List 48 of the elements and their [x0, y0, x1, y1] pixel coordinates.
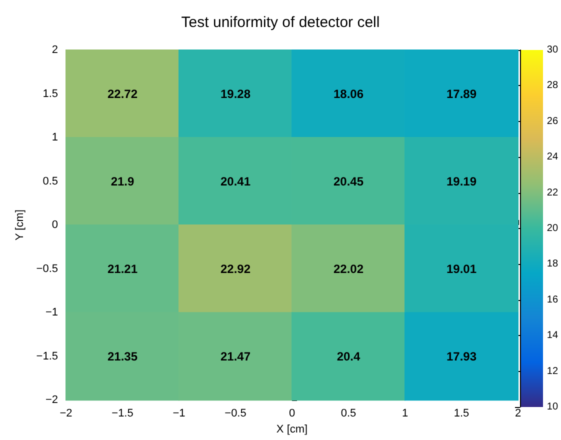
x-tick-label: 0.5 — [340, 408, 356, 420]
data-label: 21.21 — [107, 262, 138, 276]
color-bar-label: 22 — [546, 187, 558, 198]
x-tick-label: 0 — [288, 408, 296, 420]
data-label: 22.72 — [107, 86, 138, 101]
y-tick-label: 1.5 — [42, 88, 58, 100]
y-tick-label: 2 — [52, 44, 58, 56]
x-tick-label: −1 — [172, 408, 186, 420]
y-tick-label: 0.5 — [42, 175, 58, 188]
x-axis-title: X [cm] — [276, 424, 308, 436]
color-bar-label: 30 — [546, 44, 558, 56]
color-bar-label: 14 — [546, 330, 558, 342]
data-label: 21.35 — [107, 349, 138, 364]
data-label: 19.28 — [220, 86, 251, 101]
color-bar-label: 18 — [546, 258, 558, 270]
y-tick-label: −0.5 — [36, 262, 58, 275]
data-label: 18.06 — [333, 86, 364, 101]
data-label: 20.4 — [336, 349, 360, 364]
y-tick-label: −2 — [45, 394, 58, 406]
color-bar-label: 28 — [546, 80, 558, 92]
data-label: 22.02 — [333, 262, 364, 276]
color-bar-label: 20 — [546, 223, 558, 234]
color-bar-label: 26 — [546, 116, 558, 127]
x-tick-label: −2 — [60, 408, 72, 420]
color-bar-label: 16 — [546, 294, 558, 306]
data-label: 17.89 — [446, 86, 477, 101]
data-label: 21.47 — [220, 349, 251, 364]
data-label: 17.93 — [446, 349, 477, 364]
data-label: 21.9 — [110, 174, 134, 188]
data-label: 20.45 — [333, 174, 364, 188]
color-bar-label: 24 — [546, 152, 558, 163]
data-label: 19.01 — [446, 262, 477, 276]
data-label: 19.19 — [446, 174, 477, 188]
y-tick-label: −1.5 — [36, 350, 58, 362]
y-tick-label: 0 — [52, 219, 58, 232]
y-axis-title: Y [cm] — [14, 210, 26, 241]
x-tick-label: 1 — [402, 408, 408, 420]
x-tick-label: 2 — [514, 408, 522, 420]
color-bar-label: 10 — [546, 402, 558, 412]
color-bar-label: 12 — [546, 366, 558, 377]
y-tick-label: −1 — [45, 306, 58, 319]
data-label: 20.41 — [220, 174, 251, 188]
data-label: 22.92 — [220, 262, 251, 276]
x-tick-label: −1.5 — [112, 408, 134, 420]
y-tick-label: 1 — [52, 132, 58, 144]
x-tick-label: −0.5 — [224, 408, 246, 420]
chart-title: Test uniformity of detector cell — [181, 14, 380, 31]
x-tick-label: 1.5 — [454, 408, 470, 420]
